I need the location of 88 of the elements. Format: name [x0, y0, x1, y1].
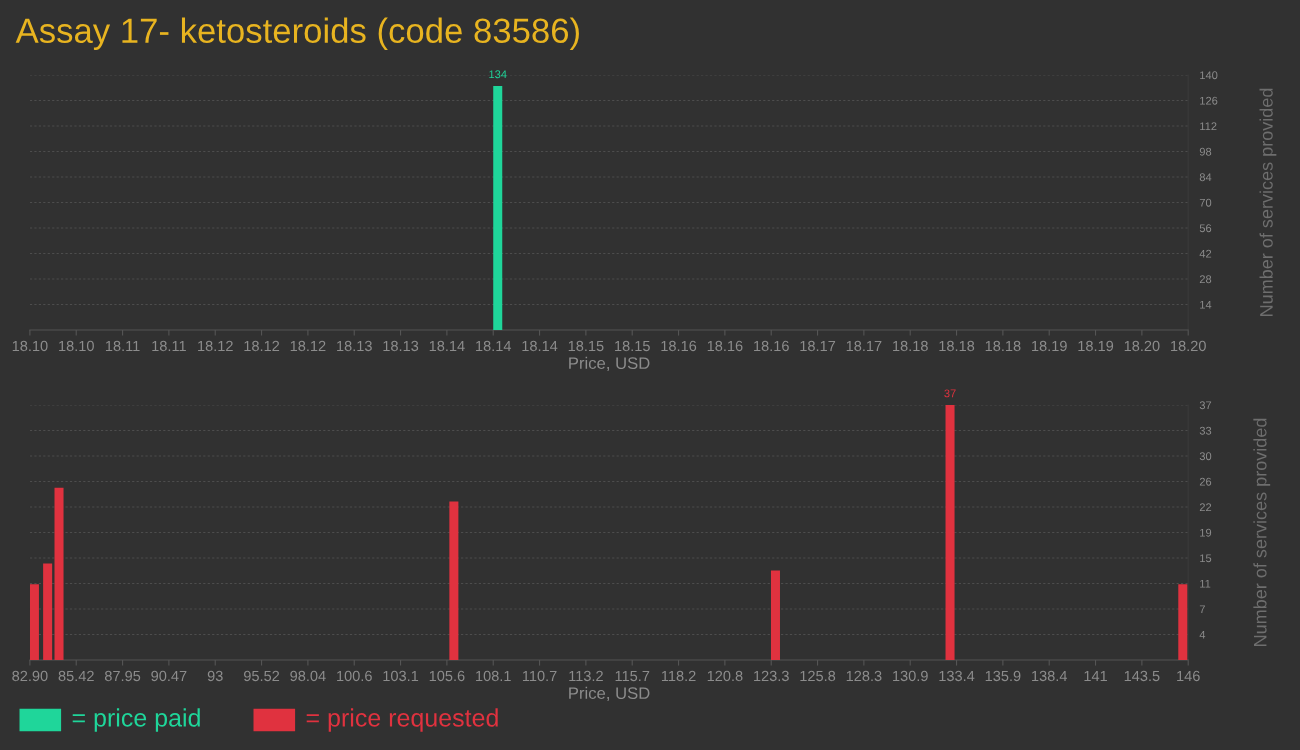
x-tick-label: 105.6: [429, 670, 465, 682]
x-tick-label: 146: [1177, 670, 1200, 682]
x-tick-label: 143.5: [1124, 670, 1160, 682]
x-tick-label: 18.14: [429, 340, 465, 352]
x-tick-label: 18.18: [893, 340, 928, 352]
x-tick-label: 18.13: [337, 340, 372, 352]
x-tick-label: 113.2: [569, 670, 603, 682]
bar: [43, 563, 53, 660]
x-tick-label: 18.15: [568, 340, 604, 352]
bar: [770, 570, 780, 660]
x-tick-label: 18.16: [661, 340, 697, 352]
x-tick-label: 133.4: [939, 670, 975, 682]
x-tick-label: 18.17: [846, 340, 882, 352]
x-tick-label: 118.2: [661, 670, 696, 682]
x-tick-label: 18.18: [985, 340, 1021, 352]
x-tick-label: 18.11: [152, 340, 186, 352]
x-tick-label: 85.42: [58, 670, 94, 682]
x-tick-label: 18.10: [59, 340, 94, 352]
y-axis-title: Number of services provided: [1259, 88, 1277, 316]
x-tick-label: 135.9: [985, 670, 1021, 682]
legend-label: = price requested: [306, 708, 498, 732]
x-tick-label: 115.7: [615, 670, 650, 682]
x-tick-label: 108.1: [476, 670, 511, 682]
y-tick-label: 140: [1200, 71, 1218, 80]
x-tick-label: 18.17: [800, 340, 836, 352]
bar: [54, 487, 64, 660]
x-tick-label: 18.11: [105, 340, 140, 352]
x-tick-label: 18.20: [1171, 340, 1206, 352]
chart-title: Assay 17- ketosteroids (code 83586): [15, 17, 579, 50]
x-tick-label: 93: [207, 670, 223, 682]
y-tick-label: 28: [1199, 275, 1212, 284]
x-tick-label: 100.6: [337, 670, 372, 682]
x-tick-label: 18.19: [1078, 340, 1114, 352]
x-tick-label: 120.8: [707, 670, 743, 682]
bar: [1178, 584, 1188, 660]
y-tick-label: 56: [1199, 224, 1212, 233]
y-tick-label: 26: [1199, 477, 1212, 486]
y-tick-label: 70: [1199, 198, 1212, 207]
x-tick-label: 18.12: [244, 340, 280, 352]
x-tick-label: 18.19: [1032, 340, 1067, 352]
x-tick-label: 123.3: [754, 670, 789, 682]
x-tick-label: 18.12: [290, 340, 326, 352]
x-tick-label: 110.7: [522, 670, 557, 682]
bar: [945, 405, 955, 660]
x-tick-label: 141: [1084, 670, 1107, 681]
x-tick-label: 128.3: [846, 670, 882, 682]
data-label: 37: [944, 389, 956, 398]
x-tick-label: 18.16: [754, 340, 789, 352]
x-tick-label: 18.12: [198, 340, 233, 352]
y-axis-title: Number of services provided: [1253, 418, 1271, 646]
x-tick-label: 87.95: [104, 670, 141, 682]
y-tick-label: 98: [1199, 147, 1212, 156]
x-tick-label: 125.8: [800, 670, 836, 682]
data-label: 134: [489, 70, 507, 79]
legend-label: = price paid: [72, 708, 200, 732]
y-tick-label: 33: [1199, 426, 1212, 435]
y-tick-label: 7: [1199, 605, 1205, 614]
x-tick-label: 18.10: [12, 340, 48, 352]
y-tick-label: 84: [1199, 173, 1212, 182]
x-tick-label: 18.14: [476, 340, 512, 352]
y-tick-label: 42: [1199, 249, 1212, 258]
y-tick-label: 19: [1200, 528, 1212, 537]
x-axis-title: Price, USD: [569, 686, 650, 701]
x-tick-label: 130.9: [893, 670, 928, 682]
x-tick-label: 95.52: [244, 670, 280, 682]
x-tick-label: 103.1: [383, 670, 419, 682]
x-tick-label: 98.04: [290, 670, 326, 682]
y-tick-label: 11: [1200, 579, 1211, 588]
y-tick-label: 22: [1199, 503, 1212, 512]
y-tick-label: 14: [1200, 300, 1212, 309]
y-tick-label: 15: [1200, 554, 1212, 563]
x-tick-label: 18.16: [707, 340, 743, 352]
y-tick-label: 4: [1199, 630, 1206, 639]
x-axis-title: Price, USD: [569, 356, 650, 371]
y-tick-label: 112: [1200, 122, 1217, 131]
y-tick-label: 37: [1199, 401, 1212, 410]
y-tick-label: 126: [1200, 96, 1218, 105]
x-tick-label: 82.90: [12, 670, 48, 682]
x-tick-label: 18.20: [1124, 340, 1160, 352]
x-tick-label: 18.15: [615, 340, 650, 352]
x-tick-label: 18.14: [522, 340, 558, 352]
x-tick-label: 138.4: [1032, 670, 1068, 682]
y-tick-label: 30: [1199, 452, 1212, 461]
x-tick-label: 18.18: [939, 340, 975, 352]
bar: [29, 584, 39, 660]
x-tick-label: 18.13: [383, 340, 419, 352]
x-tick-label: 90.47: [151, 670, 187, 682]
bar: [449, 501, 459, 660]
